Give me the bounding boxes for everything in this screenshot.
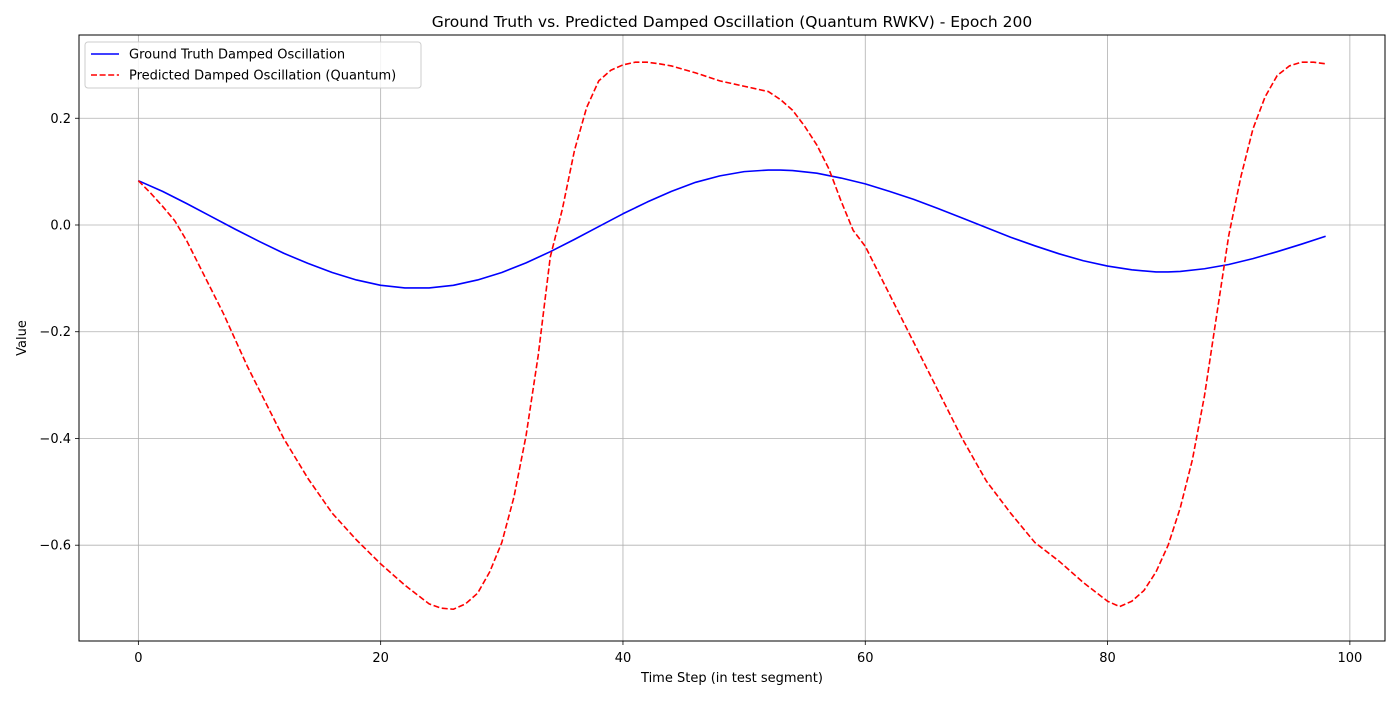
x-tick-label: 60: [857, 651, 874, 666]
x-tick-label: 0: [134, 651, 142, 666]
plot-area-frame: [78, 34, 1386, 642]
legend: Ground Truth Damped Oscillation Predicted…: [84, 41, 422, 89]
legend-label-ground-truth: Ground Truth Damped Oscillation: [129, 48, 345, 63]
series-lines: [137, 61, 1326, 611]
legend-label-predicted: Predicted Damped Oscillation (Quantum): [129, 69, 396, 84]
ground-truth-series-line: [138, 169, 1326, 289]
legend-box: [84, 41, 422, 89]
x-tick-label: 40: [615, 651, 632, 666]
x-tick-label: 80: [1099, 651, 1116, 666]
y-tick-label: −0.2: [39, 325, 71, 340]
predicted-series-line: [137, 61, 1326, 611]
y-tick-label: −0.4: [39, 432, 71, 447]
y-tick-label: 0.0: [50, 218, 71, 233]
x-axis-label: Time Step (in test segment): [640, 671, 823, 686]
x-tick-label: 20: [372, 651, 389, 666]
x-tick-label: 100: [1337, 651, 1362, 666]
axis-ticks: 0 20 40 60 80 100 −0.6 −0.4 −0.2 0.0 0.2: [39, 112, 1362, 666]
grid-lines: [79, 35, 1385, 641]
y-axis-label: Value: [15, 320, 30, 356]
chart-title: Ground Truth vs. Predicted Damped Oscill…: [432, 13, 1032, 31]
y-tick-label: −0.6: [39, 539, 71, 554]
y-tick-label: 0.2: [50, 112, 71, 127]
